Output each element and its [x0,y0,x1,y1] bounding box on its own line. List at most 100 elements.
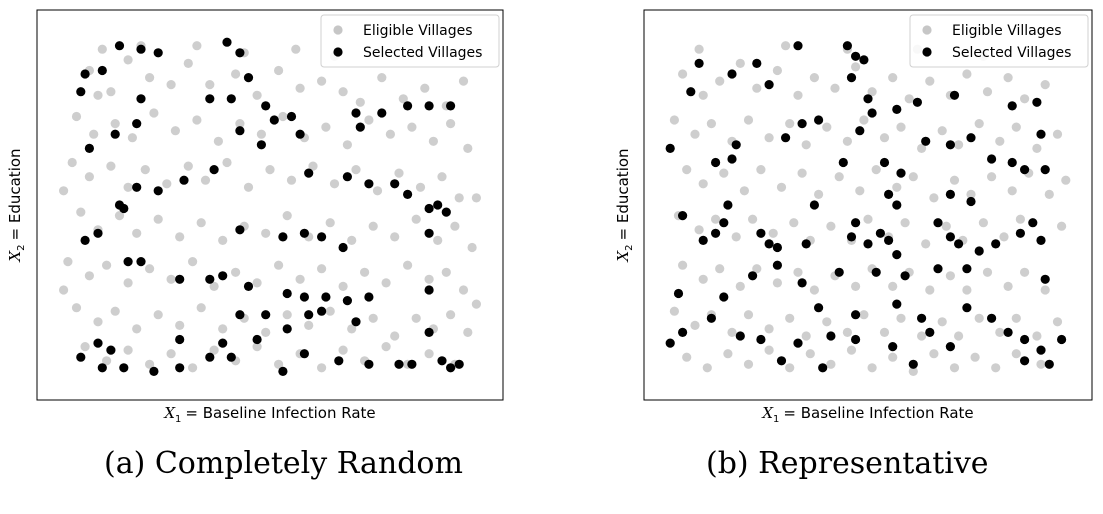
selected-village-point [1007,101,1017,111]
eligible-village-point [1061,175,1071,185]
selected-village-point [814,115,824,125]
eligible-village-point [867,87,877,97]
panel-a-axes-frame [36,9,504,401]
eligible-village-point [97,44,107,54]
selected-village-point [403,189,413,199]
selected-village-point [801,239,811,249]
selected-village-point [76,87,86,97]
eligible-village-point [797,168,807,178]
selected-village-point [209,165,219,175]
eligible-village-point [76,207,86,217]
selected-village-point [756,334,766,345]
selected-village-point [342,172,352,182]
selected-village-point [892,104,902,114]
eligible-village-point [982,267,993,277]
eligible-village-point [715,76,725,86]
selected-village-point [991,239,1001,249]
eligible-village-point [67,157,77,168]
eligible-village-point [162,179,172,189]
eligible-village-point [420,83,430,93]
selected-village-point [686,87,696,97]
eligible-village-point [218,235,228,245]
selected-village-point [123,257,133,267]
selected-village-point [781,133,791,143]
eligible-village-point [809,73,820,83]
eligible-village-point [962,285,972,295]
eligible-village-point [896,122,906,132]
selected-village-point [921,136,931,146]
selected-village-point [97,65,107,76]
selected-village-point [1040,274,1050,284]
selected-village-point [735,331,745,341]
selected-village-point [797,119,807,129]
eligible-village-point [669,306,680,316]
selected-village-point [776,356,787,366]
eligible-village-point [89,129,99,139]
eligible-village-point [446,119,456,129]
selected-village-point [235,225,245,235]
eligible-village-point [682,165,692,175]
eligible-village-point [698,179,708,189]
eligible-village-point [424,349,434,359]
eligible-village-point [231,267,241,277]
selected-village-point [80,69,90,79]
selected-village-point [879,157,890,168]
eligible-village-point [407,122,417,132]
eligible-village-point [706,119,717,129]
selected-village-point [846,232,857,242]
eligible-village-point [826,221,836,231]
eligible-village-point [84,271,94,281]
eligible-village-point [851,62,861,72]
eligible-village-point [102,356,112,366]
eligible-village-point [1040,285,1050,295]
eligible-village-point [145,359,155,369]
eligible-village-point [93,317,103,327]
eligible-village-point [743,115,754,125]
eligible-village-point [166,80,176,90]
selected-village-point [351,317,361,327]
eligible-village-point [987,172,997,182]
selected-village-point [694,58,704,68]
eligible-village-point [752,83,762,93]
eligible-village-point [859,115,869,125]
eligible-village-point [454,193,464,203]
selected-village-point [727,69,737,79]
eligible-village-point [403,260,413,270]
selected-village-point [235,310,245,320]
selected-village-point [304,310,314,320]
selected-village-point [1057,334,1067,345]
eligible-village-point [694,44,704,54]
eligible-village-point [222,157,232,168]
eligible-village-point [329,179,340,189]
legend-selected-marker [333,47,343,57]
selected-village-point [826,331,836,341]
eligible-village-point [243,182,254,192]
selected-village-point [424,101,434,111]
eligible-village-point [295,83,305,93]
eligible-village-point [364,115,374,125]
eligible-village-point [809,285,820,295]
selected-village-point [793,338,803,348]
selected-village-point [756,228,766,238]
panel-a-xlabel: X1 = Baseline Infection Rate [163,404,375,425]
eligible-village-point [789,218,799,228]
selected-village-point [772,260,783,270]
eligible-village-point [205,80,215,90]
eligible-village-point [106,161,116,171]
selected-village-point [954,239,964,249]
eligible-village-point [123,55,133,65]
eligible-village-point [63,257,73,267]
eligible-village-point [851,281,861,291]
eligible-village-point [995,327,1005,337]
selected-village-point [793,41,803,51]
selected-village-point [299,292,309,302]
eligible-village-point [213,136,223,146]
legend-eligible-marker [922,25,932,35]
selected-village-point [797,278,807,288]
eligible-village-point [385,129,395,139]
selected-village-point [136,44,146,54]
selected-village-point [136,257,146,267]
selected-village-point [665,143,675,153]
